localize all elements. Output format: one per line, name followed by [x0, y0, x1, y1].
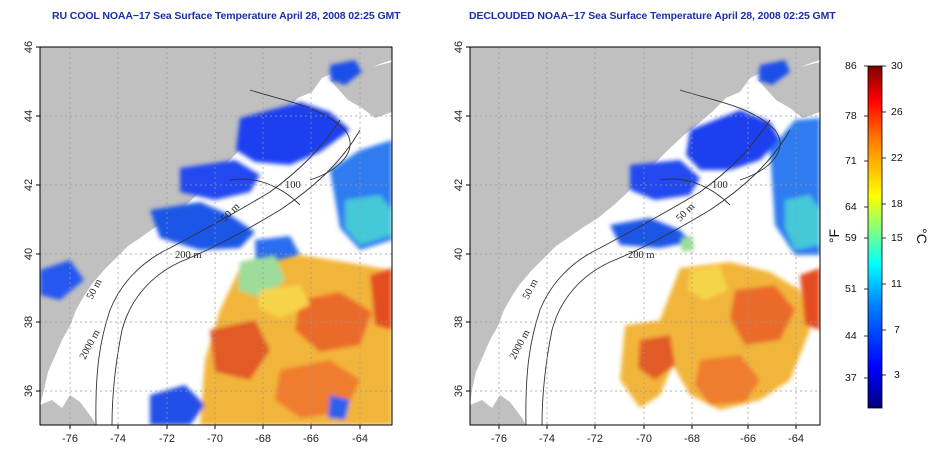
right-lon-tick-72: -72	[587, 433, 603, 445]
colorbar-f-44: 44	[845, 330, 857, 342]
colorbar-f-64: 64	[845, 201, 857, 213]
left-lat-tick-42: 42	[23, 179, 35, 191]
right-lat-tick-38: 38	[453, 316, 465, 328]
colorbar-gradient	[867, 65, 883, 409]
left-lon-tick-70: -70	[207, 433, 223, 445]
left-lon-tick-64: -64	[352, 433, 368, 445]
right-lon-tick-74: -74	[539, 433, 555, 445]
colorbar-c-18: 18	[891, 198, 903, 210]
colorbar-c-7: 7	[894, 324, 900, 336]
colorbar-celsius-label: °C	[913, 228, 930, 244]
colorbar-f-86: 86	[845, 60, 857, 72]
colorbar-fahrenheit-label: °F	[826, 228, 843, 244]
right-lon-tick-64: -64	[788, 433, 804, 445]
right-lon-tick-70: -70	[636, 433, 652, 445]
colorbar-f-37: 37	[845, 372, 857, 384]
colorbar-f-51: 51	[845, 283, 857, 295]
right-land	[470, 47, 820, 405]
right-map-title: DECLOUDED NOAA−17 Sea Surface Temperatur…	[469, 10, 836, 22]
colorbar-f-78: 78	[845, 110, 857, 122]
right-map-frame	[469, 46, 821, 426]
right-tick-marks	[466, 46, 797, 429]
left-contour-label-100: 100	[285, 180, 301, 191]
right-lon-tick-76: -76	[491, 433, 507, 445]
left-lat-tick-40: 40	[23, 248, 35, 260]
left-lat-tick-36: 36	[23, 385, 35, 397]
right-contour-label-100: 100	[712, 180, 728, 191]
colorbar-f-71: 71	[845, 155, 857, 167]
left-lon-tick-68: -68	[255, 433, 271, 445]
colorbar-c-22: 22	[891, 152, 903, 164]
right-sst-warm	[620, 236, 820, 410]
colorbar-ticks	[864, 65, 886, 379]
colorbar	[864, 65, 886, 409]
right-land-south	[470, 395, 526, 425]
colorbar-c-15: 15	[891, 232, 903, 244]
right-lat-tick-44: 44	[453, 110, 465, 122]
left-lon-tick-66: -66	[303, 433, 319, 445]
right-grid	[470, 47, 820, 425]
left-sst-blue	[40, 60, 392, 300]
right-map: 200 m 50 m 2000 m 50 m 100	[453, 41, 821, 445]
left-lat-labels: 46 44 42 40 38 36	[23, 41, 35, 397]
left-lat-tick-46: 46	[23, 41, 35, 53]
left-land-south	[40, 395, 96, 425]
right-lon-tick-66: -66	[740, 433, 756, 445]
left-lat-tick-38: 38	[23, 316, 35, 328]
right-lat-tick-42: 42	[453, 179, 465, 191]
left-lon-tick-74: -74	[110, 433, 126, 445]
left-tick-marks	[36, 46, 361, 429]
left-sst-warm	[150, 255, 392, 425]
right-sst-blue	[610, 60, 820, 255]
colorbar-c-30: 30	[891, 60, 903, 72]
left-lon-tick-76: -76	[62, 433, 78, 445]
left-contour-label-200m: 200 m	[175, 250, 202, 261]
left-map-title: RU COOL NOAA−17 Sea Surface Temperature …	[52, 10, 401, 22]
left-grid	[40, 47, 392, 425]
left-land	[40, 47, 392, 405]
right-lon-labels: -76 -74 -72 -70 -68 -66 -64	[491, 433, 804, 445]
left-lon-tick-72: -72	[159, 433, 175, 445]
right-lat-tick-46: 46	[453, 41, 465, 53]
left-lat-tick-44: 44	[23, 110, 35, 122]
left-map-frame	[39, 46, 393, 426]
right-lat-labels: 46 44 42 40 38 36	[453, 41, 465, 397]
left-lon-labels: -76 -74 -72 -70 -68 -66 -64	[62, 433, 368, 445]
right-lon-tick-68: -68	[684, 433, 700, 445]
right-contour-label-200m: 200 m	[628, 250, 655, 261]
right-lat-tick-40: 40	[453, 248, 465, 260]
right-lat-tick-36: 36	[453, 385, 465, 397]
colorbar-f-59: 59	[845, 232, 857, 244]
colorbar-c-11: 11	[891, 278, 902, 290]
left-contours	[95, 89, 361, 425]
left-map: 200 m 50 m 2000 m 50 m 100	[23, 41, 393, 445]
colorbar-c-3: 3	[894, 369, 900, 381]
colorbar-c-26: 26	[891, 106, 903, 118]
